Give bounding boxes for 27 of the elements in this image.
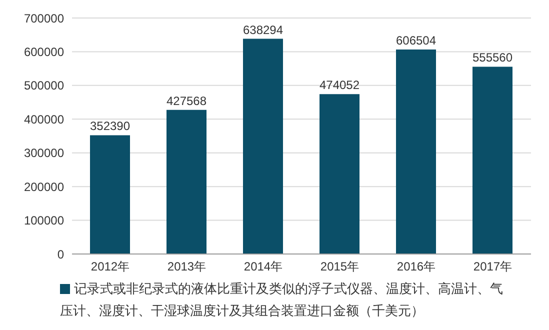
x-tick-label: 2017年	[473, 260, 512, 274]
data-label: 555560	[472, 50, 513, 65]
data-label: 352390	[90, 119, 130, 134]
x-tick-label: 2015年	[320, 260, 360, 274]
bar	[396, 50, 436, 254]
x-tick-label: 2014年	[244, 260, 283, 274]
data-label: 427568	[166, 94, 207, 108]
x-tick-label: 2012年	[90, 260, 130, 274]
y-tick-label: 700000	[24, 11, 64, 26]
y-tick-label: 600000	[24, 44, 64, 59]
x-tick-label: 2013年	[167, 260, 206, 274]
bar	[90, 135, 130, 254]
y-tick-label: 300000	[24, 146, 64, 160]
y-tick-label: 200000	[24, 180, 64, 194]
y-tick-label: 100000	[24, 214, 64, 228]
legend-label: 记录式或非纪录式的液体比重计及类似的浮子式仪器、温度计、高温计、气压计、湿度计、干湿球温度计及其组合装置进口金额（千美元）	[60, 280, 504, 320]
bar	[320, 94, 360, 254]
bar	[166, 110, 206, 254]
y-tick-label: 500000	[24, 78, 64, 93]
data-label: 606504	[396, 34, 436, 48]
bar	[243, 38, 283, 254]
data-label: 474052	[319, 78, 360, 92]
y-tick-label: 400000	[24, 112, 64, 126]
x-tick-label: 2016年	[396, 260, 436, 274]
bar	[472, 66, 512, 254]
data-label: 638294	[242, 22, 284, 37]
y-tick-label: 0	[57, 247, 64, 262]
